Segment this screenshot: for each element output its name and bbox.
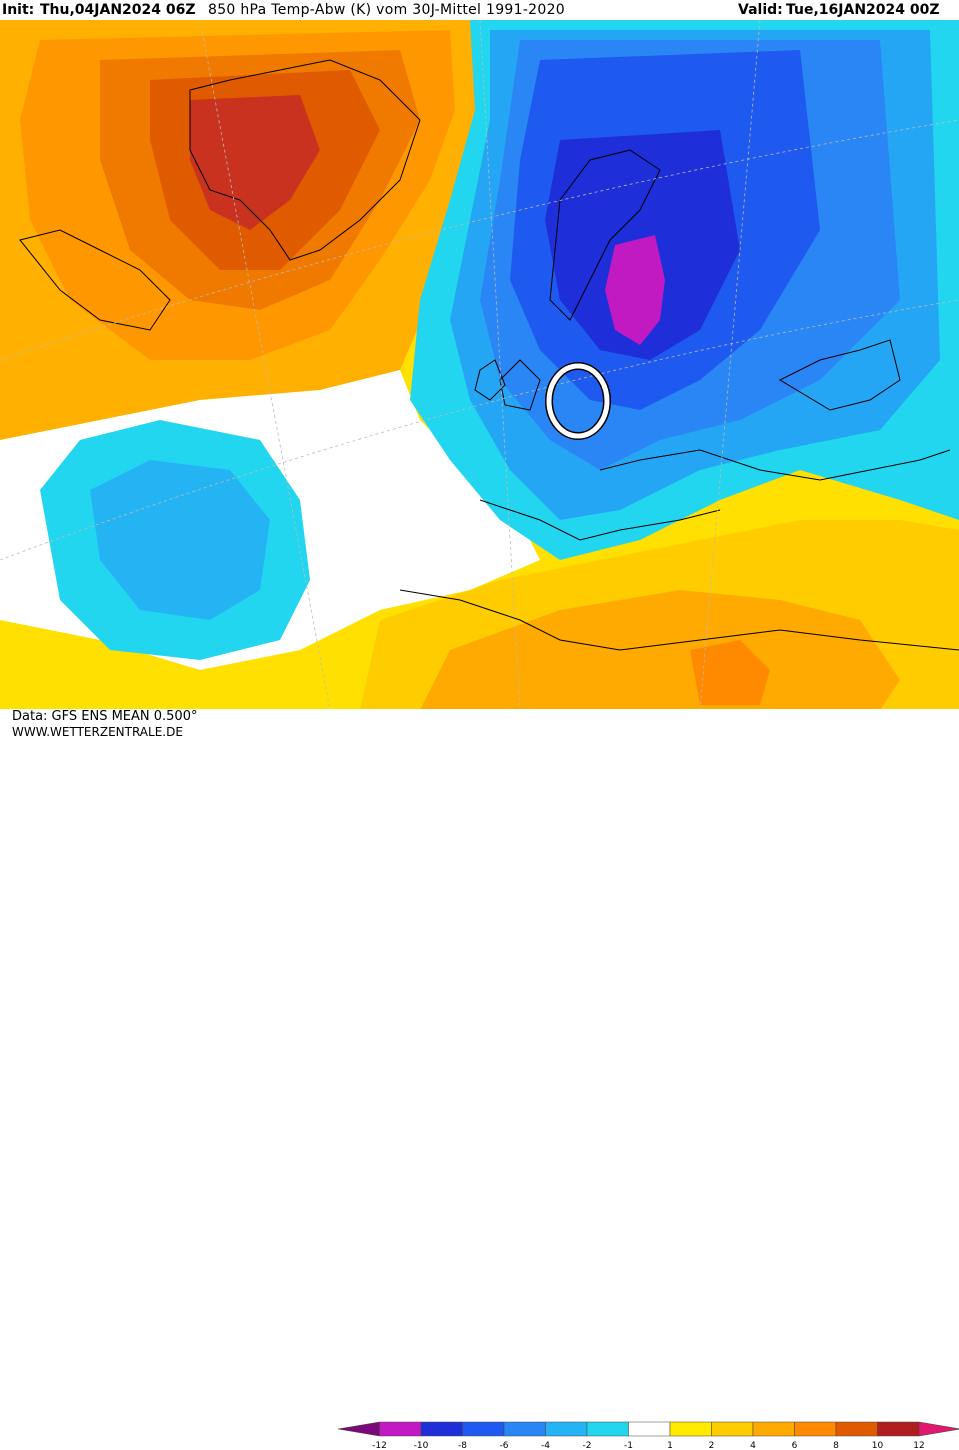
- coastlines: [19, 59, 959, 651]
- legend-tick-label: 4: [750, 1441, 756, 1450]
- legend-swatch: [669, 1421, 712, 1437]
- legend-tick-label: -8: [458, 1441, 467, 1450]
- warm-anomaly-region: [420, 590, 900, 710]
- website-credit: WWW.WETTERZENTRALE.DE: [12, 725, 183, 739]
- legend-swatch: [628, 1421, 671, 1437]
- legend-tick-label: -10: [414, 1441, 429, 1450]
- legend-swatch: [503, 1421, 546, 1437]
- legend-tick-label: 2: [709, 1441, 715, 1450]
- legend-swatch: [752, 1421, 795, 1437]
- legend-swatch: [877, 1421, 920, 1437]
- legend-swatch: [835, 1421, 878, 1437]
- legend-swatch: [379, 1421, 422, 1437]
- init-label: Init:: [2, 2, 35, 18]
- cold-anomaly-core: [605, 235, 665, 345]
- cold-anomaly-region: [90, 460, 270, 620]
- map-header: Init: Thu,04JAN2024 06Z 850 hPa Temp-Abw…: [0, 0, 959, 20]
- anomaly-field: [0, 19, 959, 711]
- legend-tick-label: -4: [541, 1441, 550, 1450]
- legend-swatch: [586, 1421, 629, 1437]
- valid-value: Tue,16JAN2024 00Z: [786, 2, 940, 18]
- legend-tick-label: -12: [372, 1441, 387, 1450]
- legend-tick-label: -2: [583, 1441, 592, 1450]
- map-title: 850 hPa Temp-Abw (K) vom 30J-Mittel 1991…: [208, 2, 566, 18]
- legend-tick-label: -6: [500, 1441, 509, 1450]
- data-source: Data: GFS ENS MEAN 0.500°: [12, 709, 198, 724]
- legend-tick-label: -1: [624, 1441, 633, 1450]
- legend-swatch: [545, 1421, 588, 1437]
- legend-tick-label: 1: [667, 1441, 673, 1450]
- legend-swatch: [337, 1421, 380, 1437]
- legend-tick-label: 8: [833, 1441, 839, 1450]
- legend-swatch: [794, 1421, 837, 1437]
- legend-swatch: [711, 1421, 754, 1437]
- legend-tick-label: 12: [913, 1441, 924, 1450]
- map-footer: Data: GFS ENS MEAN 0.500° WWW.WETTERZENT…: [0, 709, 959, 1450]
- highlight-circle-inner: [546, 363, 610, 439]
- init-value: Thu,04JAN2024 06Z: [40, 2, 196, 18]
- graticule: [0, 19, 959, 711]
- color-legend: -12 -10 -8 -6 -4 -2 -1 1 2 4 6 8 10 12: [337, 1421, 959, 1450]
- legend-swatch: [462, 1421, 505, 1437]
- legend-tick-label: 6: [792, 1441, 798, 1450]
- valid-label: Valid:: [738, 2, 783, 18]
- warm-anomaly-core: [190, 95, 320, 230]
- legend-swatch: [918, 1421, 959, 1437]
- legend-swatch: [420, 1421, 463, 1437]
- legend-tick-label: 10: [872, 1441, 884, 1450]
- warm-anomaly-region: [690, 640, 770, 705]
